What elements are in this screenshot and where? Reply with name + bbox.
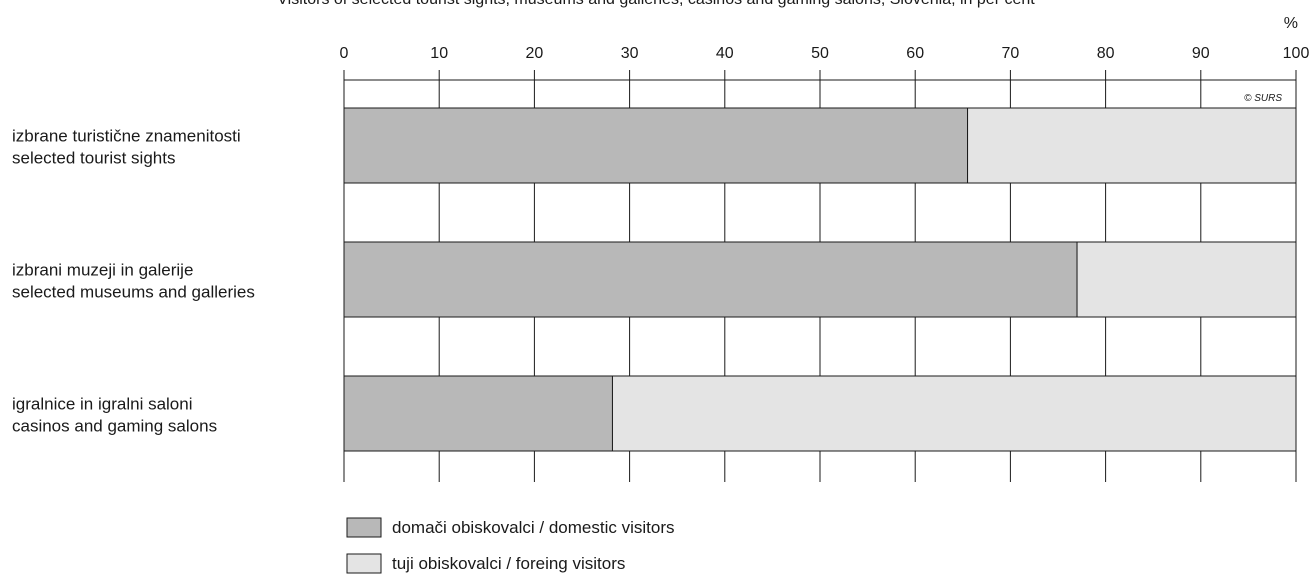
x-tick-label: 40 [716,45,734,62]
bar-foreign [967,107,1297,184]
category-label: casinos and gaming salons [12,417,217,436]
x-tick-label: 70 [1002,45,1020,62]
x-tick-label: 0 [340,45,349,62]
x-tick-label: 30 [621,45,639,62]
source-note: © SURS [1244,93,1282,104]
x-tick-label: 80 [1097,45,1115,62]
x-tick-label: 100 [1283,45,1310,62]
legend-swatch [346,553,382,574]
category-label: izbrane turistične znamenitosti [12,127,241,146]
category-label: igralnice in igralni saloni [12,395,192,414]
legend-label: domači obiskovalci / domestic visitors [392,518,674,537]
x-tick-label: 50 [811,45,829,62]
category-label: selected tourist sights [12,149,175,168]
bar-foreign [611,375,1297,452]
legend-label: tuji obiskovalci / foreing visitors [392,554,625,573]
x-tick-label: 20 [526,45,544,62]
bar-domestic [343,241,1078,318]
x-tick-label: 90 [1192,45,1210,62]
chart-title-fragment: Visitors of selected tourist sights, mus… [0,0,1312,11]
category-label: izbrani muzeji in galerije [12,261,193,280]
x-tick-label: 10 [430,45,448,62]
bar-domestic [343,107,969,184]
category-label: selected museums and galleries [12,283,255,302]
bar-domestic [343,375,613,452]
legend-swatch [346,517,382,538]
unit-label: % [1284,15,1298,32]
bar-foreign [1076,241,1297,318]
x-tick-label: 60 [906,45,924,62]
